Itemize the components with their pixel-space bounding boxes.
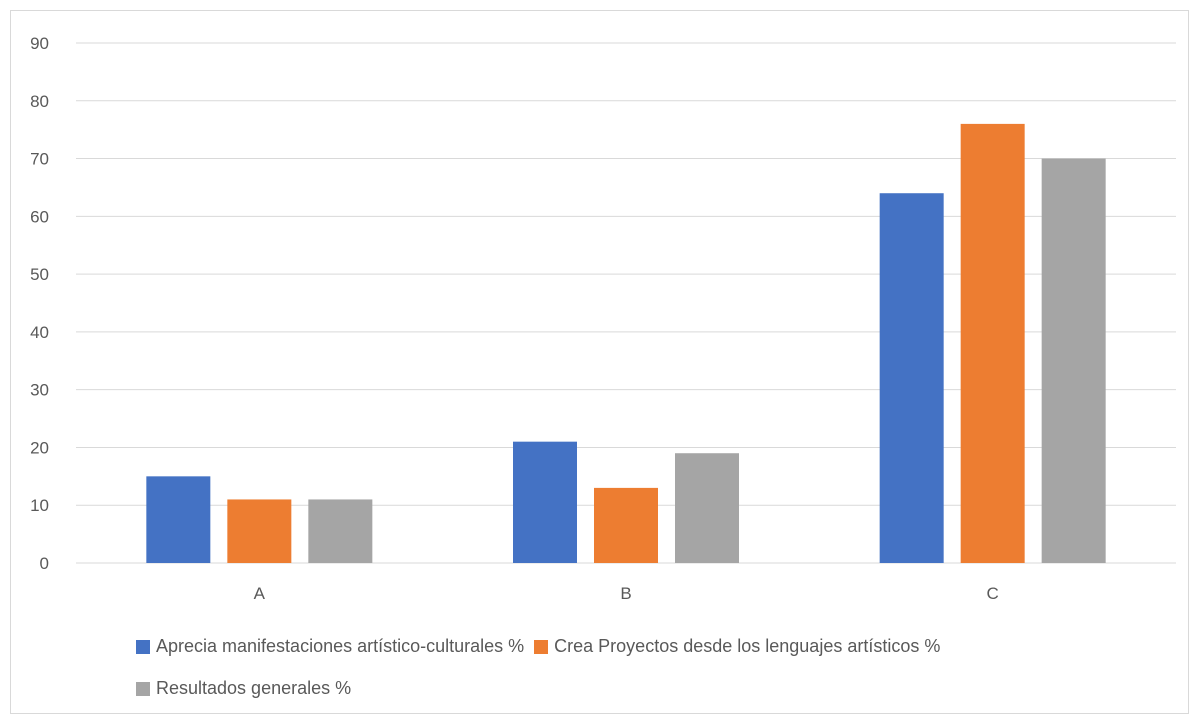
bar-B-series-2 xyxy=(594,487,658,563)
x-tick-label-C: C xyxy=(987,584,999,603)
legend-label-aprecia: Aprecia manifestaciones artístico-cultur… xyxy=(156,636,525,656)
y-tick-label-20: 20 xyxy=(30,438,49,457)
legend-item-crea: Crea Proyectos desde los lenguajes artís… xyxy=(534,636,940,657)
y-tick-label-50: 50 xyxy=(30,265,49,284)
bar-A-series-3 xyxy=(308,499,373,563)
legend-swatch-resultados xyxy=(136,681,150,696)
y-tick-label-0: 0 xyxy=(40,554,49,573)
bar-A-series-1 xyxy=(146,476,211,563)
legend-swatch-crea xyxy=(534,639,549,654)
legend-item-aprecia: Aprecia manifestaciones artístico-cultur… xyxy=(136,636,524,657)
bar-C-series-2 xyxy=(960,123,1025,563)
legend-label-resultados: Resultados generales % xyxy=(156,678,352,698)
bar-A-series-2 xyxy=(227,499,292,563)
y-tick-label-90: 90 xyxy=(30,34,49,53)
x-tick-label-A: A xyxy=(254,584,266,603)
y-tick-label-70: 70 xyxy=(30,150,49,169)
chart-area: 0 10 20 30 40 50 60 70 80 90 A B C Aprecia manifesta… xyxy=(10,10,1189,714)
y-tick-label-40: 40 xyxy=(30,323,49,342)
y-tick-label-10: 10 xyxy=(30,496,49,515)
bar-C-series-3 xyxy=(1041,158,1106,564)
y-tick-label-80: 80 xyxy=(30,92,49,111)
bar-C-series-1 xyxy=(879,193,944,563)
legend: Aprecia manifestaciones artístico-cultur… xyxy=(136,636,1176,706)
y-tick-label-30: 30 xyxy=(30,381,49,400)
bar-B-series-1 xyxy=(513,441,577,563)
y-tick-label-60: 60 xyxy=(30,207,49,226)
bar-B-series-3 xyxy=(675,453,739,563)
legend-item-resultados: Resultados generales % xyxy=(136,678,351,699)
legend-label-crea: Crea Proyectos desde los lenguajes artís… xyxy=(554,636,941,656)
legend-swatch-aprecia xyxy=(136,639,150,654)
x-tick-label-B: B xyxy=(620,584,631,603)
bar-chart: 0 10 20 30 40 50 60 70 80 90 A B C xyxy=(30,34,1176,603)
